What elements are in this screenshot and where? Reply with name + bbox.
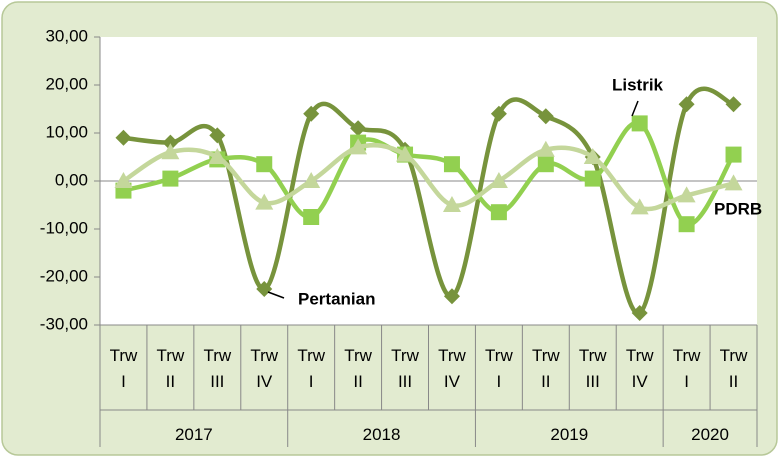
marker xyxy=(630,198,649,215)
x-tick-label: Trw III xyxy=(203,346,232,391)
marker xyxy=(209,127,226,144)
year-label: 2017 xyxy=(174,425,213,444)
marker xyxy=(442,196,461,212)
series-label: Listrik xyxy=(612,75,664,94)
leader-line xyxy=(631,100,639,117)
series-label: Pertanian xyxy=(298,289,375,308)
year-label: 2019 xyxy=(550,425,589,444)
marker xyxy=(443,288,460,305)
marker xyxy=(162,134,179,151)
x-tick-label: Trw I xyxy=(485,346,513,391)
marker xyxy=(303,105,320,122)
x-tick-label: Trw IV xyxy=(438,346,466,391)
marker xyxy=(678,96,695,113)
marker xyxy=(256,281,273,297)
x-tick-label: Trw II xyxy=(719,346,748,391)
marker xyxy=(583,148,602,164)
year-label: 2020 xyxy=(691,425,729,444)
marker xyxy=(537,108,554,125)
marker xyxy=(256,156,273,173)
x-tick-label: Trw IV xyxy=(250,346,279,391)
y-tick-label: 0,00 xyxy=(55,170,88,189)
marker xyxy=(725,146,742,163)
marker xyxy=(396,145,415,162)
marker xyxy=(114,172,133,188)
marker xyxy=(724,174,743,191)
series-label: PDRB xyxy=(714,199,762,218)
y-tick-label: 10,00 xyxy=(45,122,88,141)
marker xyxy=(631,305,648,321)
x-tick-label: Trw III xyxy=(578,346,607,391)
marker xyxy=(350,120,367,137)
marker xyxy=(537,156,554,173)
marker xyxy=(162,170,179,187)
x-tick-label: Trw I xyxy=(109,346,138,391)
marker xyxy=(678,216,695,233)
y-tick-label: -10,00 xyxy=(40,218,88,237)
marker xyxy=(303,209,320,225)
marker xyxy=(255,193,274,210)
y-tick-label: 30,00 xyxy=(45,26,88,45)
y-tick-label: -30,00 xyxy=(40,314,88,333)
marker xyxy=(490,105,507,122)
x-tick-label: Trw II xyxy=(156,346,185,391)
marker xyxy=(115,129,132,146)
marker xyxy=(302,172,321,188)
marker xyxy=(490,204,507,221)
marker xyxy=(677,186,696,203)
marker xyxy=(349,138,368,155)
x-tick-label: Trw III xyxy=(391,346,419,391)
marker xyxy=(631,115,648,132)
y-tick-label: 20,00 xyxy=(45,74,88,93)
marker xyxy=(489,172,508,188)
x-tick-label: Trw I xyxy=(297,346,326,391)
x-tick-label: Trw II xyxy=(344,346,372,391)
leader-line xyxy=(267,291,285,299)
x-tick-label: Trw II xyxy=(531,346,560,391)
marker xyxy=(536,140,555,157)
marker xyxy=(725,96,742,113)
marker xyxy=(208,148,227,164)
marker xyxy=(161,143,180,160)
x-tick-label: Trw I xyxy=(672,346,701,391)
marker xyxy=(443,156,460,173)
marker xyxy=(584,170,601,187)
x-tick-label: Trw IV xyxy=(625,346,654,391)
y-tick-label: -20,00 xyxy=(40,266,88,285)
year-label: 2018 xyxy=(362,425,401,444)
